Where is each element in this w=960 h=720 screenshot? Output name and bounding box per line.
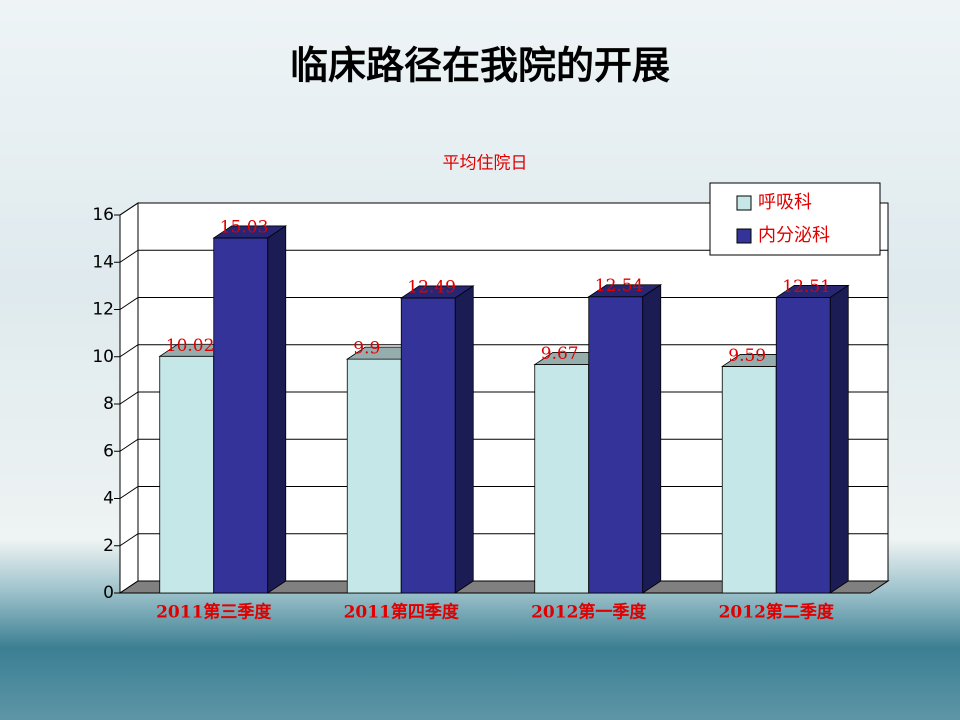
y-tick-label: 8 xyxy=(103,394,114,414)
bar-front xyxy=(400,297,456,594)
y-tick-label: 0 xyxy=(103,583,114,603)
y-tick-label: 10 xyxy=(92,347,114,367)
bar-front xyxy=(346,358,402,594)
bar-side xyxy=(642,283,662,594)
y-tick-label: 4 xyxy=(103,489,114,509)
x-tick-label: 2011第三季度 xyxy=(156,602,272,623)
value-label: 9.59 xyxy=(728,346,766,366)
y-tick-label: 2 xyxy=(103,536,114,556)
y-tick-label: 16 xyxy=(92,205,114,225)
x-tick-label: 2011第四季度 xyxy=(344,602,460,623)
bar-front xyxy=(534,364,590,594)
value-label: 10.02 xyxy=(166,336,215,356)
value-label: 9.67 xyxy=(541,344,579,364)
bar xyxy=(587,283,663,594)
bar xyxy=(212,225,288,594)
y-tick-label: 6 xyxy=(103,441,114,461)
bar-front xyxy=(159,355,215,594)
bar-front xyxy=(721,366,777,594)
chart-title: 平均住院日 xyxy=(443,154,528,174)
legend-swatch xyxy=(736,195,752,211)
grid-line xyxy=(119,202,888,216)
legend-label: 内分泌科 xyxy=(758,225,830,246)
x-tick-label: 2012第一季度 xyxy=(531,602,647,623)
bar-side xyxy=(267,225,287,594)
bar-front xyxy=(588,296,644,594)
value-label: 12.49 xyxy=(407,277,456,297)
y-tick-label: 12 xyxy=(92,300,114,320)
bar-side xyxy=(829,284,849,594)
y-tick-label: 14 xyxy=(92,252,114,272)
value-label: 12.51 xyxy=(782,277,831,297)
value-label: 9.9 xyxy=(353,339,380,359)
bar-front xyxy=(213,237,269,594)
value-label: 12.54 xyxy=(595,276,644,296)
bar-front xyxy=(775,297,831,594)
slide-title: 临床路径在我院的开展 xyxy=(290,44,670,88)
x-tick-label: 2012第二季度 xyxy=(719,602,835,623)
grid-line xyxy=(119,249,888,263)
value-label: 15.03 xyxy=(220,217,269,237)
legend-label: 呼吸科 xyxy=(758,192,812,213)
bar xyxy=(399,285,475,594)
bar xyxy=(774,284,850,594)
bar-side xyxy=(454,285,474,594)
legend-swatch xyxy=(736,228,752,244)
